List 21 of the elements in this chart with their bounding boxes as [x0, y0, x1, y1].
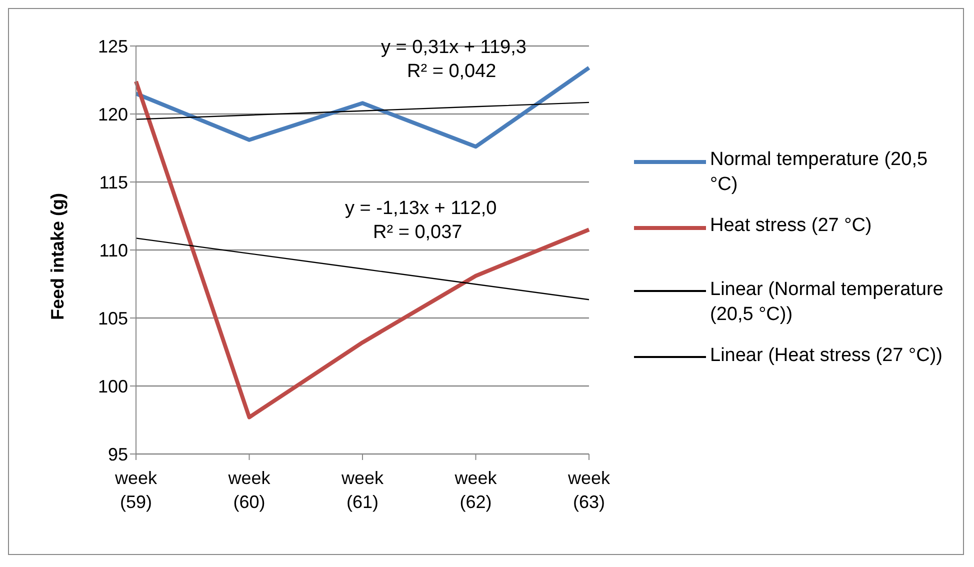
x-tick-label: week (63): [566, 468, 612, 512]
annotation: y = -1,13x + 112,0: [345, 198, 497, 220]
y-tick-label: 95: [108, 444, 128, 464]
x-tick-label: week (62): [454, 468, 498, 512]
annotation: y = 0,31x + 119,3: [381, 37, 526, 59]
y-axis-title: Feed intake (g): [47, 192, 68, 320]
y-tick-label: 120: [98, 104, 128, 124]
legend-label: Normal temperature (20,5 °C): [710, 148, 929, 197]
y-tick-label: 115: [99, 172, 128, 192]
y-tick-label: 100: [98, 376, 128, 396]
x-tick-label: week (60): [227, 468, 272, 512]
annotation: R² = 0,037: [373, 222, 462, 244]
legend-label: Linear (Heat stress (27 °C)): [710, 344, 944, 368]
y-tick-label: 105: [98, 308, 128, 328]
x-tick-label: week (59): [114, 468, 158, 512]
legend-label: Heat stress (27 °C): [710, 214, 873, 238]
y-tick-label: 110: [99, 240, 128, 260]
legend-label: Linear (Normal temperature (20,5 °C)): [710, 278, 944, 327]
y-tick-label: 125: [98, 36, 128, 56]
x-tick-label: week (61): [340, 468, 385, 512]
annotation: R² = 0,042: [407, 61, 496, 83]
